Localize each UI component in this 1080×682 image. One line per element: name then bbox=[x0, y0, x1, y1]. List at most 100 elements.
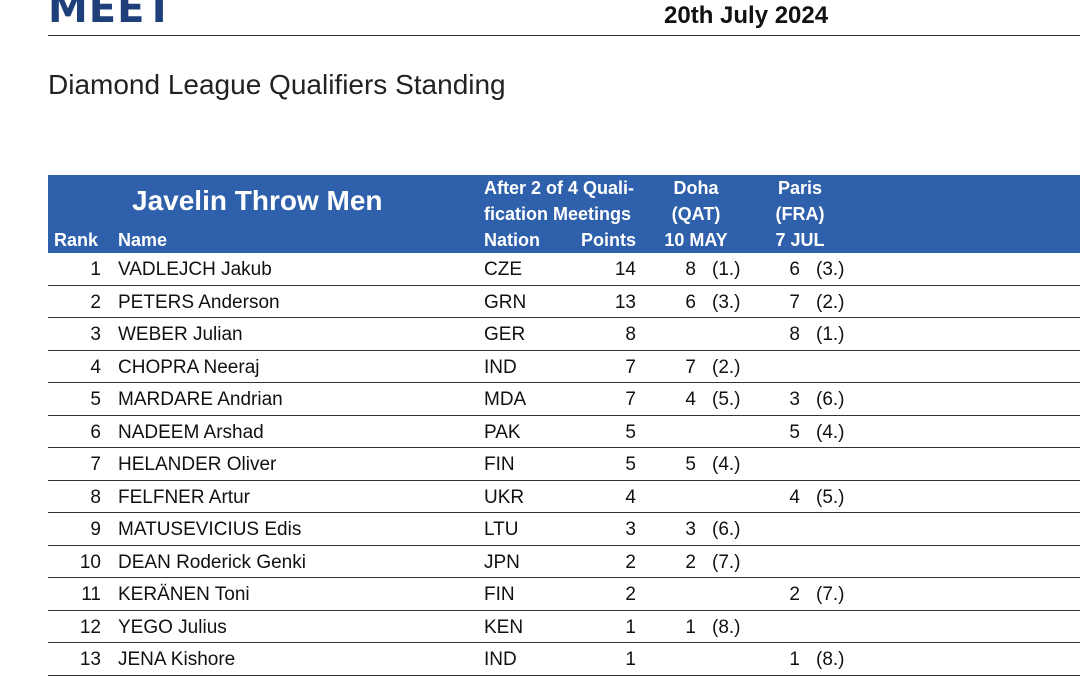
athlete-name: NADEEM Arshad bbox=[118, 421, 264, 443]
athlete-name: FELFNER Artur bbox=[118, 486, 250, 508]
athlete-name: VADLEJCH Jakub bbox=[118, 259, 272, 280]
rank-cell: 5 bbox=[90, 389, 101, 410]
rank-cell: 9 bbox=[90, 519, 101, 540]
athlete-name: JENA Kishore bbox=[118, 649, 236, 670]
header-divider bbox=[48, 35, 1080, 36]
doha-place: (7.) bbox=[712, 551, 741, 573]
rank-cell: 12 bbox=[79, 616, 101, 638]
points-cell: 4 bbox=[625, 486, 636, 508]
paris-place: (3.) bbox=[816, 259, 845, 280]
points-cell: 8 bbox=[625, 324, 636, 345]
table-row: 8 FELFNER Artur UKR 4 4 (5.) bbox=[48, 481, 1080, 513]
table-row: 4 CHOPRA Neeraj IND 7 7 (2.) bbox=[48, 351, 1080, 383]
table-row: 7 HELANDER Oliver FIN 5 5 (4.) bbox=[48, 448, 1080, 481]
doha-points: 8 bbox=[685, 259, 696, 280]
doha-points: 5 bbox=[685, 454, 696, 475]
nation-cell: IND bbox=[484, 649, 517, 670]
event-title: Javelin Throw Men bbox=[132, 185, 383, 216]
nation-cell: FIN bbox=[484, 454, 515, 475]
points-cell: 2 bbox=[625, 551, 636, 573]
column-header-nation: Nation bbox=[484, 230, 540, 250]
column-header-doha-country: (QAT) bbox=[671, 204, 721, 224]
rank-cell: 11 bbox=[81, 584, 101, 605]
table-row: 10 DEAN Roderick Genki JPN 2 2 (7.) bbox=[48, 546, 1080, 578]
athlete-name: YEGO Julius bbox=[118, 616, 227, 638]
paris-points: 1 bbox=[789, 649, 800, 670]
paris-points: 6 bbox=[789, 259, 800, 280]
nation-cell: MDA bbox=[484, 389, 527, 410]
points-cell: 13 bbox=[614, 291, 636, 313]
paris-points: 3 bbox=[789, 389, 800, 410]
meet-logo: MEET bbox=[48, 0, 174, 32]
table-row: 12 YEGO Julius KEN 1 1 (8.) bbox=[48, 611, 1080, 643]
table-row: 11 KERÄNEN Toni FIN 2 2 (7.) bbox=[48, 578, 1080, 611]
table-row: 6 NADEEM Arshad PAK 5 5 (4.) bbox=[48, 416, 1080, 448]
paris-points: 7 bbox=[789, 291, 800, 313]
paris-points: 4 bbox=[789, 486, 800, 508]
paris-points: 8 bbox=[789, 324, 800, 345]
doha-place: (4.) bbox=[712, 454, 741, 475]
paris-place: (5.) bbox=[816, 486, 845, 508]
column-header-after-line2: fication Meetings bbox=[484, 204, 632, 224]
nation-cell: KEN bbox=[484, 616, 524, 638]
nation-cell: JPN bbox=[484, 551, 520, 573]
column-header-doha: Doha bbox=[673, 178, 719, 198]
rank-cell: 2 bbox=[90, 291, 101, 313]
standings-table: 1 VADLEJCH Jakub CZE 14 8 (1.) 6 (3.) 2 … bbox=[48, 253, 1080, 676]
column-header-points: Points bbox=[580, 230, 636, 250]
rank-cell: 1 bbox=[90, 259, 101, 280]
doha-points: 3 bbox=[685, 519, 696, 540]
nation-cell: UKR bbox=[484, 486, 525, 508]
document-date: 20th July 2024 bbox=[664, 2, 829, 29]
paris-place: (1.) bbox=[816, 324, 845, 345]
points-cell: 2 bbox=[625, 584, 636, 605]
athlete-name: PETERS Anderson bbox=[118, 291, 280, 313]
doha-place: (1.) bbox=[712, 259, 741, 280]
athlete-name: MARDARE Andrian bbox=[118, 389, 283, 410]
points-cell: 5 bbox=[625, 421, 636, 443]
rank-cell: 3 bbox=[90, 324, 101, 345]
table-header: Javelin Throw Men Rank Name After 2 of 4… bbox=[48, 175, 1080, 253]
page-title: Diamond League Qualifiers Standing bbox=[48, 69, 506, 100]
doha-place: (2.) bbox=[712, 356, 741, 378]
column-header-paris: Paris bbox=[777, 178, 823, 198]
points-cell: 7 bbox=[625, 389, 636, 410]
paris-points: 5 bbox=[789, 421, 800, 443]
doha-points: 7 bbox=[685, 356, 696, 378]
athlete-name: MATUSEVICIUS Edis bbox=[118, 519, 302, 540]
points-cell: 14 bbox=[614, 259, 636, 280]
paris-place: (7.) bbox=[816, 584, 845, 605]
doha-points: 4 bbox=[685, 389, 696, 410]
column-header-doha-date: 10 MAY bbox=[664, 230, 728, 250]
nation-cell: PAK bbox=[484, 421, 521, 443]
table-row: 1 VADLEJCH Jakub CZE 14 8 (1.) 6 (3.) bbox=[48, 253, 1080, 286]
rank-cell: 4 bbox=[90, 356, 101, 378]
rank-cell: 8 bbox=[90, 486, 101, 508]
paris-place: (4.) bbox=[816, 421, 845, 443]
nation-cell: GER bbox=[484, 324, 526, 345]
table-row: 5 MARDARE Andrian MDA 7 4 (5.) 3 (6.) bbox=[48, 383, 1080, 416]
paris-points: 2 bbox=[789, 584, 800, 605]
rank-cell: 10 bbox=[79, 551, 101, 573]
doha-place: (5.) bbox=[712, 389, 741, 410]
athlete-name: HELANDER Oliver bbox=[118, 454, 277, 475]
points-cell: 3 bbox=[625, 519, 636, 540]
points-cell: 5 bbox=[625, 454, 636, 475]
rank-cell: 6 bbox=[90, 421, 101, 443]
table-row: 9 MATUSEVICIUS Edis LTU 3 3 (6.) bbox=[48, 513, 1080, 546]
points-cell: 1 bbox=[625, 616, 636, 638]
nation-cell: IND bbox=[484, 356, 517, 378]
athlete-name: CHOPRA Neeraj bbox=[118, 356, 260, 378]
doha-points: 2 bbox=[685, 551, 696, 573]
athlete-name: WEBER Julian bbox=[118, 324, 243, 345]
table-row: 13 JENA Kishore IND 1 1 (8.) bbox=[48, 643, 1080, 676]
rank-cell: 13 bbox=[79, 649, 101, 670]
nation-cell: CZE bbox=[484, 259, 522, 280]
points-cell: 1 bbox=[625, 649, 636, 670]
points-cell: 7 bbox=[625, 356, 636, 378]
paris-place: (8.) bbox=[816, 649, 845, 670]
doha-points: 1 bbox=[685, 616, 696, 638]
doha-place: (6.) bbox=[712, 519, 741, 540]
nation-cell: GRN bbox=[484, 291, 527, 313]
rank-cell: 7 bbox=[90, 454, 101, 475]
